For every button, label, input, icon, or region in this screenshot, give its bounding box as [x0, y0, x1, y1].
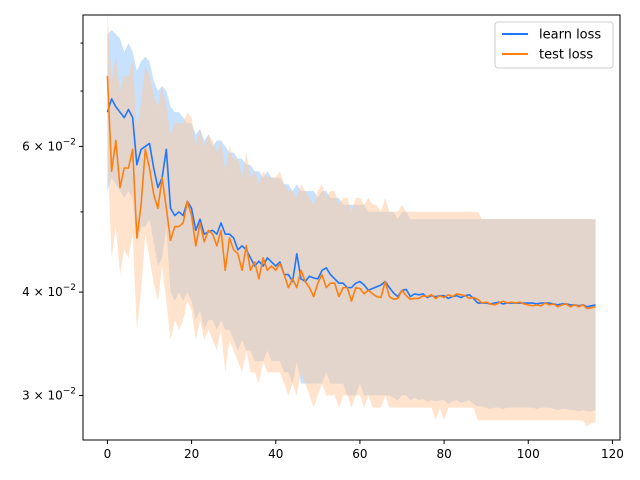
y-tick-label: 3 × 10−2	[22, 386, 76, 402]
series-lines	[106, 75, 596, 310]
legend-label: test loss	[539, 48, 593, 63]
x-tick-label: 120	[601, 447, 624, 461]
confidence-bands	[107, 12, 596, 427]
x-tick-label: 40	[268, 447, 283, 461]
y-axis-ticks: 3 × 10−2 4 × 10−2 6 × 10−2	[22, 42, 83, 402]
x-axis-ticks: 0 20 40 60 80 100 120	[104, 440, 624, 461]
x-tick-label: 100	[517, 447, 540, 461]
band-test-loss	[107, 12, 596, 427]
y-tick-label: 6 × 10−2	[22, 137, 76, 153]
legend-label: learn loss	[539, 28, 601, 43]
legend: learn loss test loss	[494, 21, 614, 69]
x-tick-label: 60	[352, 447, 367, 461]
axes-frame	[82, 14, 621, 441]
y-tick-label: 4 × 10−2	[22, 283, 76, 299]
x-tick-label: 20	[184, 447, 199, 461]
x-tick-label: 0	[104, 447, 112, 461]
line-test-loss	[106, 75, 596, 310]
x-tick-label: 80	[436, 447, 451, 461]
